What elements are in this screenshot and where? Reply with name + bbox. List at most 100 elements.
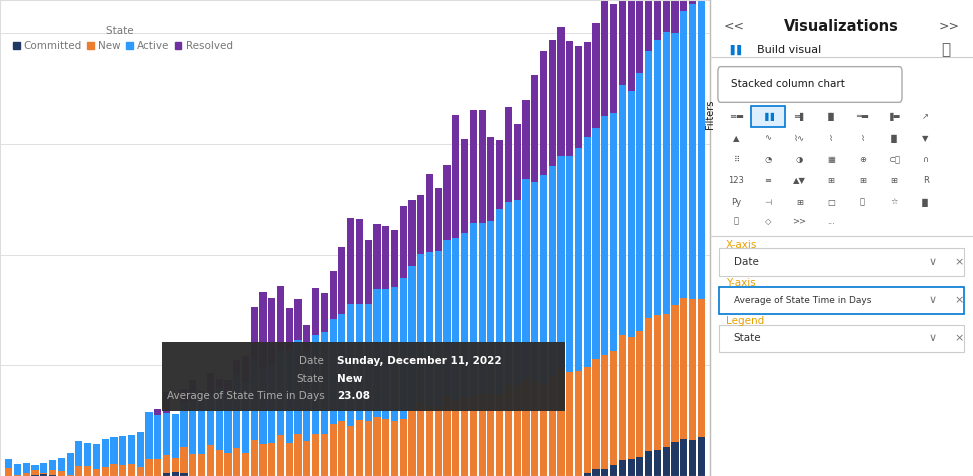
Bar (22, 463, 30, 473)
Bar (496, 394, 503, 476)
Bar (619, 335, 626, 460)
Bar (426, 174, 433, 252)
Bar (444, 240, 450, 396)
Bar (619, 460, 626, 476)
Bar (710, 0, 973, 57)
Text: ⊂⌒: ⊂⌒ (888, 155, 900, 164)
Bar (374, 417, 380, 476)
Bar (75, 466, 83, 476)
Bar (671, 0, 678, 33)
Bar (145, 459, 153, 476)
Bar (645, 0, 652, 51)
Bar (5, 459, 13, 468)
Bar (286, 350, 293, 443)
Text: Py: Py (732, 198, 741, 207)
Bar (312, 335, 319, 434)
Bar (523, 100, 529, 179)
Text: ☆: ☆ (890, 198, 898, 207)
Bar (347, 304, 354, 426)
Bar (680, 0, 687, 10)
Bar (312, 434, 319, 476)
Text: ⊞: ⊞ (890, 177, 898, 185)
Bar (470, 223, 477, 395)
Text: ▦: ▦ (827, 155, 835, 164)
Bar (452, 238, 459, 399)
Bar (610, 113, 617, 351)
Bar (198, 454, 205, 476)
Bar (66, 475, 74, 476)
Bar (171, 472, 179, 476)
Text: ...: ... (827, 217, 835, 226)
Text: ⊕: ⊕ (859, 155, 866, 164)
Bar (225, 453, 232, 476)
Bar (234, 360, 240, 375)
Text: ⤢: ⤢ (860, 198, 865, 207)
Bar (374, 288, 380, 417)
Bar (304, 441, 310, 476)
Bar (645, 51, 652, 318)
Text: ⊞: ⊞ (859, 177, 866, 185)
Bar (84, 443, 91, 466)
Bar (479, 110, 486, 223)
Bar (321, 434, 328, 476)
Bar (593, 469, 599, 476)
Bar (663, 0, 669, 32)
Bar (31, 470, 39, 475)
Bar (663, 446, 669, 476)
Bar (225, 392, 232, 453)
Bar (14, 464, 21, 475)
Bar (409, 409, 415, 476)
FancyBboxPatch shape (718, 67, 902, 102)
Bar (575, 371, 582, 476)
Bar (636, 73, 643, 331)
Bar (584, 138, 591, 367)
Text: ≡▌: ≡▌ (793, 112, 807, 121)
Bar (321, 294, 328, 332)
FancyBboxPatch shape (162, 342, 565, 411)
Bar (269, 364, 275, 443)
Bar (645, 318, 652, 451)
Bar (110, 436, 118, 464)
Bar (689, 440, 696, 476)
Bar (540, 384, 547, 476)
Bar (531, 75, 538, 182)
Bar (628, 0, 634, 90)
Bar (101, 439, 109, 467)
Bar (40, 473, 48, 474)
FancyBboxPatch shape (719, 248, 964, 276)
Text: State: State (297, 374, 324, 384)
Bar (234, 448, 240, 476)
Text: ⌇∿: ⌇∿ (794, 134, 805, 142)
Text: New: New (338, 374, 363, 384)
Bar (444, 165, 450, 240)
Text: ⌕: ⌕ (942, 42, 951, 58)
Bar (575, 46, 582, 148)
Bar (461, 398, 468, 476)
Bar (356, 420, 363, 476)
Bar (31, 475, 39, 476)
Text: ≡: ≡ (765, 177, 772, 185)
Bar (286, 307, 293, 350)
Bar (461, 233, 468, 398)
Bar (242, 357, 249, 382)
Bar (400, 207, 407, 278)
Text: ◇: ◇ (765, 217, 772, 226)
Bar (207, 373, 214, 393)
Bar (162, 473, 170, 476)
Text: ∨: ∨ (928, 257, 936, 268)
Bar (461, 139, 468, 233)
Text: ▐▬: ▐▬ (887, 112, 901, 121)
Bar (145, 412, 153, 459)
Bar (636, 457, 643, 476)
Bar (162, 392, 170, 413)
Bar (330, 424, 337, 476)
Bar (198, 391, 205, 398)
Bar (356, 304, 363, 420)
Bar (698, 437, 704, 476)
Bar (180, 473, 188, 476)
Text: X-axis: X-axis (726, 240, 757, 250)
Bar (365, 240, 372, 304)
Text: ×: × (955, 295, 964, 306)
Bar (391, 288, 398, 421)
Legend: Committed, New, Active, Resolved: Committed, New, Active, Resolved (9, 22, 236, 55)
